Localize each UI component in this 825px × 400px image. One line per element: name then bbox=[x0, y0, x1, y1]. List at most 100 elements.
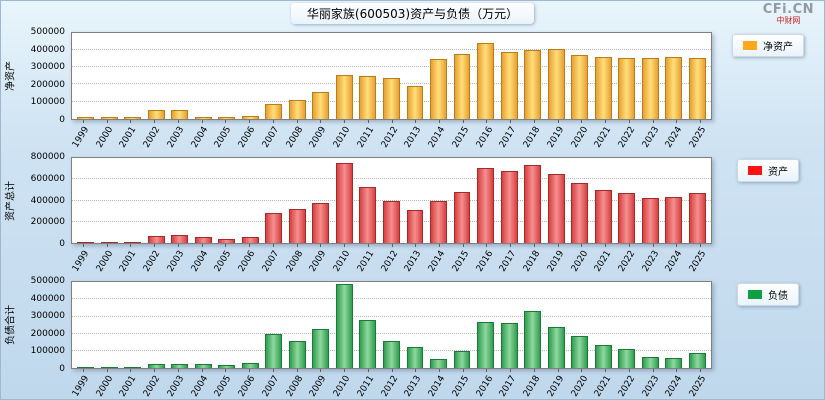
bar-2015 bbox=[453, 53, 471, 119]
x-tick-label: 2012 bbox=[379, 249, 400, 275]
x-tick-label: 2017 bbox=[498, 374, 519, 399]
bar-2001 bbox=[124, 116, 142, 119]
x-tick-mark bbox=[676, 244, 678, 248]
x-tick-label: 2015 bbox=[450, 249, 472, 275]
bar-slot bbox=[591, 282, 615, 369]
bar-slot bbox=[544, 33, 568, 119]
x-tick-label: 2002 bbox=[141, 374, 163, 399]
bar-slot bbox=[450, 158, 474, 244]
bar-slot bbox=[568, 33, 592, 119]
x-tick-mark bbox=[82, 119, 84, 123]
x-tick-label: 2022 bbox=[616, 124, 638, 150]
bar-slot bbox=[98, 282, 122, 369]
bar-2024 bbox=[665, 57, 683, 119]
bar-slot bbox=[192, 33, 216, 119]
bar-slot bbox=[544, 282, 568, 369]
x-tick-mark bbox=[367, 119, 369, 123]
x-tick-label: 2007 bbox=[260, 124, 282, 150]
x-tick-label: 2017 bbox=[498, 124, 519, 150]
bar-slot bbox=[262, 33, 286, 119]
bar-slot bbox=[403, 158, 427, 244]
x-tick-label: 2005 bbox=[213, 374, 234, 399]
bar-2006 bbox=[241, 116, 259, 119]
bar-2013 bbox=[406, 210, 424, 244]
x-tick-mark bbox=[272, 369, 274, 373]
legend-net-assets: 净资产 bbox=[732, 34, 804, 57]
x-tick-label: 2019 bbox=[545, 374, 567, 399]
y-axis-title-text: 资产总计 bbox=[5, 180, 17, 221]
bar-slot bbox=[286, 158, 310, 244]
bar-2001 bbox=[124, 367, 142, 369]
x-tick-mark bbox=[628, 119, 630, 123]
bar-slot bbox=[333, 158, 357, 244]
x-tick-mark bbox=[533, 369, 535, 373]
bar-2019 bbox=[547, 49, 565, 119]
bar-2007 bbox=[265, 104, 283, 119]
bars bbox=[72, 282, 711, 369]
x-tick-mark bbox=[462, 369, 464, 373]
x-tick-label: 2012 bbox=[379, 124, 400, 150]
x-tick-mark bbox=[177, 244, 179, 248]
x-tick-label: 2021 bbox=[593, 374, 614, 399]
y-tick-label: 400000 bbox=[30, 293, 65, 304]
bar-2003 bbox=[171, 235, 189, 244]
bar-2008 bbox=[288, 99, 306, 119]
x-tick-mark bbox=[391, 244, 393, 248]
x-tick-label: 2020 bbox=[569, 249, 590, 275]
legend-swatch bbox=[748, 165, 762, 175]
x-tick-mark bbox=[652, 244, 654, 248]
bar-slot bbox=[380, 158, 404, 244]
x-tick-mark bbox=[700, 369, 702, 373]
gridline bbox=[72, 315, 711, 317]
x-tick-mark bbox=[82, 244, 84, 248]
y-tick-label: 100000 bbox=[30, 97, 65, 108]
x-tick-mark bbox=[486, 119, 488, 123]
x-tick-label: 2016 bbox=[474, 249, 495, 275]
bar-2014 bbox=[430, 358, 447, 369]
gridline bbox=[72, 178, 711, 180]
bar-slot bbox=[685, 33, 709, 119]
y-tick-label: 500000 bbox=[30, 27, 65, 37]
x-tick-label: 2008 bbox=[284, 374, 306, 399]
x-tick-label: 2000 bbox=[94, 374, 116, 399]
x-tick-label: 2015 bbox=[450, 374, 472, 399]
bar-slot bbox=[74, 33, 98, 119]
x-tick-mark bbox=[510, 369, 512, 373]
bar-2022 bbox=[618, 193, 636, 244]
y-tick-labels: 0 200000 400000 600000 800000 bbox=[17, 152, 71, 250]
bar-slot bbox=[380, 33, 404, 119]
bar-1999 bbox=[77, 117, 95, 119]
x-tick-label: 2023 bbox=[640, 374, 662, 399]
x-tick-mark bbox=[177, 369, 179, 373]
bar-2025 bbox=[688, 193, 706, 244]
x-tick-label: 2009 bbox=[308, 124, 329, 150]
legend-label: 负债 bbox=[768, 291, 788, 303]
x-tick-label: 2006 bbox=[236, 249, 258, 275]
y-axis-title-text: 负债合计 bbox=[5, 305, 17, 346]
x-tick-mark bbox=[106, 119, 108, 123]
bar-2016 bbox=[477, 321, 494, 369]
x-tick-mark bbox=[272, 244, 274, 248]
bar-2009 bbox=[312, 328, 330, 369]
x-tick-mark bbox=[415, 369, 417, 373]
y-axis-title-text: 净资产 bbox=[5, 60, 17, 91]
bar-2009 bbox=[312, 202, 330, 244]
cfi-logo-subtext: 中财网 bbox=[776, 16, 801, 26]
x-tick-mark bbox=[652, 119, 654, 123]
bar-2015 bbox=[453, 191, 471, 244]
x-tick-mark bbox=[605, 244, 607, 248]
bar-2020 bbox=[571, 183, 589, 244]
x-tick-label: 2009 bbox=[308, 249, 329, 275]
legend-label: 净资产 bbox=[763, 42, 793, 53]
legend-swatch bbox=[743, 41, 757, 50]
x-tick-label: 2015 bbox=[450, 124, 472, 150]
x-tick-label: 1999 bbox=[70, 249, 92, 275]
page-title: 华丽家族(600503)资产与负债（万元） bbox=[290, 2, 535, 24]
x-tick-mark bbox=[533, 244, 535, 248]
bar-2019 bbox=[547, 173, 565, 244]
bar-2012 bbox=[383, 340, 400, 369]
y-tick-label: 600000 bbox=[30, 173, 65, 184]
bar-2019 bbox=[547, 326, 565, 369]
x-tick-mark bbox=[106, 369, 108, 373]
x-tick-label: 2025 bbox=[687, 124, 709, 150]
